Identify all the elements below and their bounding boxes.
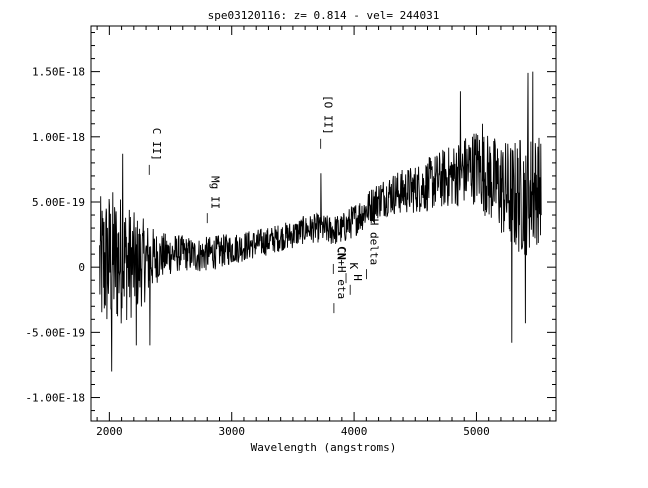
chart-title: spe03120116: z= 0.814 - vel= 244031 [208,9,440,22]
spectrum-data [99,71,542,372]
y-tick-label: 1.50E-18 [32,66,85,79]
y-tick-label: -5.00E-19 [25,326,85,339]
x-tick-label: 3000 [218,425,245,438]
x-tick-label: 5000 [463,425,490,438]
y-tick-label: 0 [78,261,85,274]
plot-frame [90,25,557,422]
annotation-label: H [351,274,364,281]
axes: 2000 3000 4000 5000 1.50E-18 1.00E-18 5.00E-19… [25,26,556,438]
annotation-label: CN [334,247,347,260]
annotation-label: K [347,262,360,269]
y-tick-label: 1.00E-18 [32,131,85,144]
annotation-label: Mg II [208,176,221,209]
x-axis-label: Wavelength (angstroms) [251,441,397,454]
x-tick-label: 2000 [96,425,123,438]
y-tick-label: 5.00E-19 [32,196,85,209]
x-tick-label: 4000 [341,425,368,438]
spectrum-line [99,71,542,372]
annotation-label: H delta [368,219,381,265]
y-tick-label: -1.00E-18 [25,392,85,405]
annotation-label: [O II] [322,95,335,135]
annotation-label: C II] [150,128,163,161]
annotation-label: CN+H eta [335,246,348,299]
